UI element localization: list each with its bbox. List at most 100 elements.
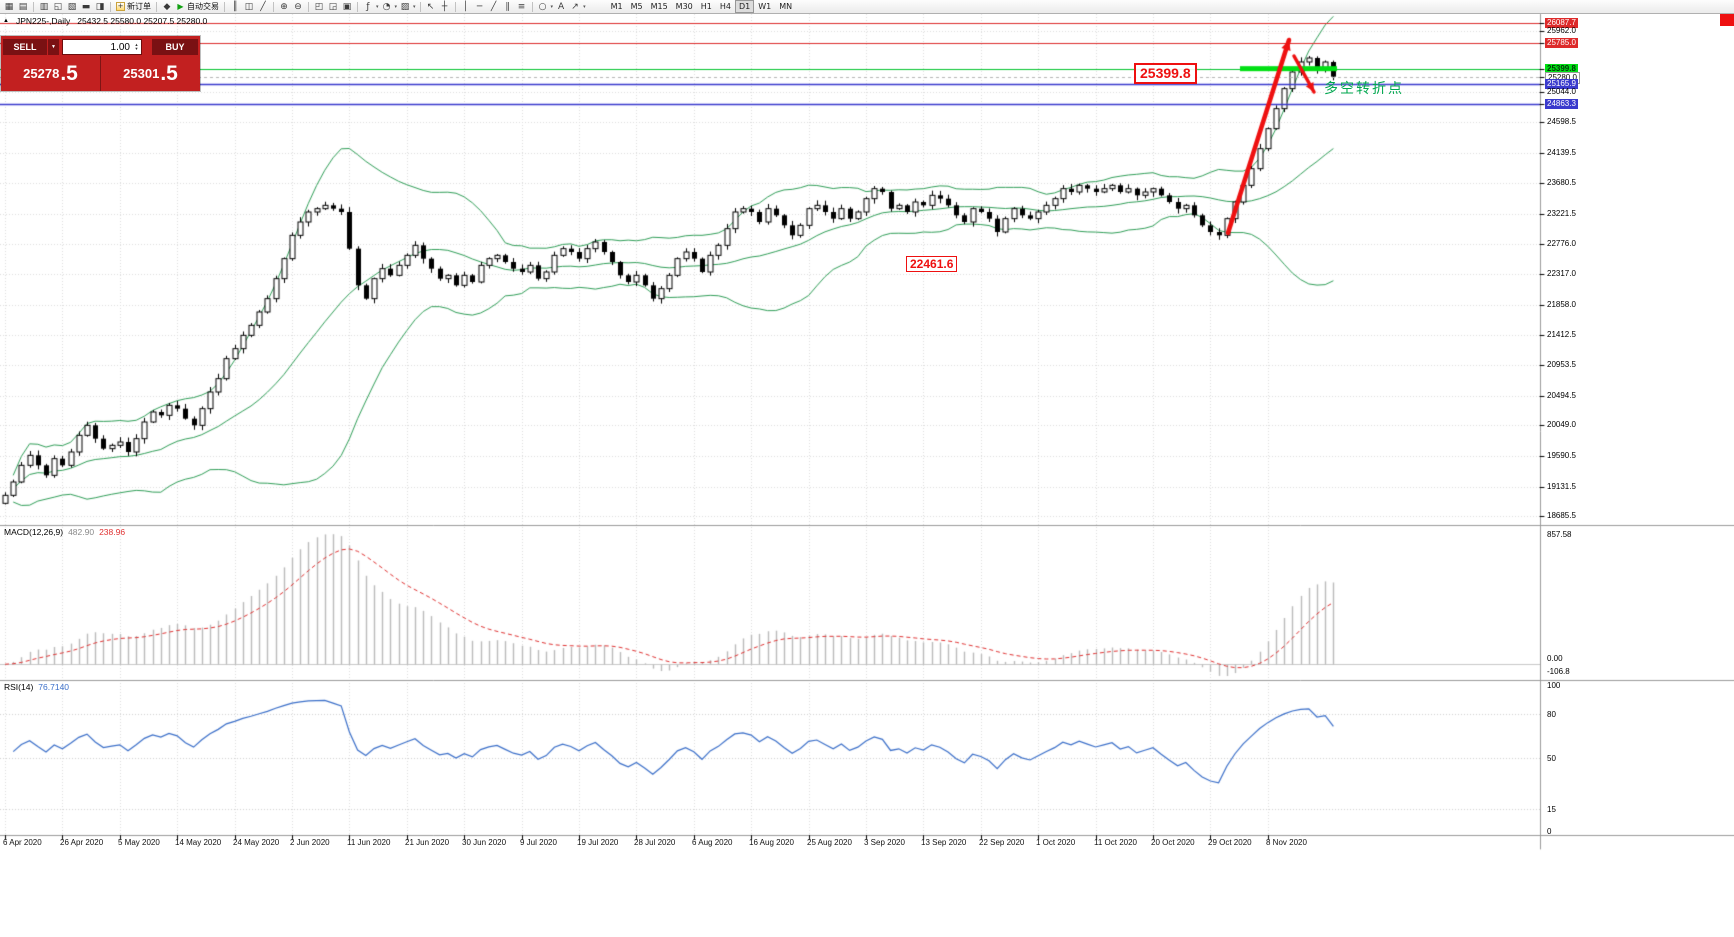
toolbar-separator bbox=[224, 1, 225, 12]
tile-windows-icon[interactable]: ◰ bbox=[314, 1, 324, 12]
templates-icon[interactable]: ▨ bbox=[400, 1, 410, 12]
indicators-icon[interactable]: ƒ bbox=[366, 1, 370, 12]
timeframe-h1[interactable]: H1 bbox=[700, 2, 712, 11]
buy-price-button[interactable]: 25301.5 bbox=[101, 56, 200, 91]
volume-input[interactable]: 1.00 ▲ ▼ bbox=[62, 39, 142, 55]
time-axis-label: 6 Aug 2020 bbox=[692, 838, 733, 847]
timeframe-h4[interactable]: H4 bbox=[719, 2, 731, 11]
terminal-icon[interactable]: ▬ bbox=[81, 1, 91, 12]
timeframe-w1[interactable]: W1 bbox=[758, 2, 772, 11]
metaeditor-icon[interactable]: ◆ bbox=[163, 1, 171, 12]
zoom-out-icon[interactable]: ⊖ bbox=[294, 1, 302, 12]
new-order-button[interactable]: + 新订单 bbox=[116, 1, 151, 12]
time-axis-label: 11 Oct 2020 bbox=[1094, 838, 1137, 847]
timeframe-m30[interactable]: M30 bbox=[675, 2, 693, 11]
time-axis-label: 21 Jun 2020 bbox=[405, 838, 450, 847]
price-level-callout: 25399.8 bbox=[1134, 63, 1197, 84]
price-axis-label: 25962.0 bbox=[1547, 26, 1576, 35]
autotrading-button-label: 自动交易 bbox=[187, 2, 219, 11]
dropdown-caret-icon[interactable]: ▾ bbox=[413, 3, 416, 10]
new-chart-icon[interactable]: ▦ bbox=[4, 1, 14, 12]
timeframe-mn[interactable]: MN bbox=[779, 2, 793, 11]
time-axis-label: 14 May 2020 bbox=[175, 838, 222, 847]
price-axis-label: 18685.5 bbox=[1547, 511, 1576, 520]
data-window-icon[interactable]: ◱ bbox=[53, 1, 63, 12]
strategy-tester-icon[interactable]: ◨ bbox=[95, 1, 105, 12]
time-axis-label: 26 Apr 2020 bbox=[60, 838, 104, 847]
trade-panel-controls: SELL ▼ 1.00 ▲ ▼ BUY bbox=[1, 36, 200, 56]
bar-chart-icon[interactable]: ║ bbox=[232, 1, 238, 12]
price-axis-label: 23221.5 bbox=[1547, 209, 1576, 218]
profiles-icon[interactable]: ▤ bbox=[18, 1, 28, 12]
price-axis-label: 20953.5 bbox=[1547, 360, 1576, 369]
timeframe-m1[interactable]: M1 bbox=[610, 2, 623, 11]
cursor-icon[interactable]: ↖ bbox=[426, 1, 435, 12]
dropdown-caret-icon[interactable]: ▾ bbox=[376, 3, 379, 10]
timeframe-d1[interactable]: D1 bbox=[734, 0, 755, 13]
toolbar-separator bbox=[531, 1, 533, 12]
price-axis-label: 24598.5 bbox=[1547, 117, 1576, 126]
time-axis-label: 30 Jun 2020 bbox=[462, 838, 507, 847]
price-axis-label: 22317.0 bbox=[1547, 269, 1576, 278]
time-axis-label: 16 Aug 2020 bbox=[749, 838, 794, 847]
price-axis-label: 21858.0 bbox=[1547, 300, 1576, 309]
play-icon: ▶ bbox=[177, 2, 184, 11]
dropdown-caret-icon[interactable]: ▾ bbox=[583, 3, 586, 10]
zoom-in-icon[interactable]: ⊕ bbox=[280, 1, 288, 12]
collapse-icon[interactable]: ▲ bbox=[3, 18, 9, 24]
time-axis-label: 9 Jul 2020 bbox=[520, 838, 557, 847]
sell-price-button[interactable]: 25278.5 bbox=[1, 56, 101, 91]
line-chart-icon[interactable]: ╱ bbox=[260, 1, 266, 12]
toolbar-separator bbox=[454, 1, 456, 12]
price-axis-label: 20049.0 bbox=[1547, 420, 1576, 429]
time-axis-label: 2 Jun 2020 bbox=[290, 838, 330, 847]
dropdown-caret-icon[interactable]: ▾ bbox=[550, 3, 554, 10]
fibonacci-icon[interactable]: ≡ bbox=[517, 1, 526, 12]
autotrading-button[interactable]: ▶ 自动交易 bbox=[176, 1, 219, 12]
volume-spinner[interactable]: ▲ ▼ bbox=[132, 43, 141, 51]
macd-axis-label: 0.00 bbox=[1547, 654, 1563, 663]
spinner-down-icon[interactable]: ▼ bbox=[134, 46, 139, 51]
timeframe-m5[interactable]: M5 bbox=[630, 2, 643, 11]
toolbar-separator bbox=[419, 1, 421, 12]
rsi-value: 76.7140 bbox=[38, 682, 70, 692]
price-axis-label: 25165.9 bbox=[1545, 79, 1578, 89]
turning-point-note: 多空转折点 bbox=[1324, 80, 1404, 96]
vertical-line-icon[interactable]: │ bbox=[462, 1, 469, 12]
buy-button[interactable]: BUY bbox=[152, 39, 198, 55]
sell-button[interactable]: SELL bbox=[3, 39, 47, 55]
arrows-icon[interactable]: ↗ bbox=[571, 1, 579, 12]
timeframe-m15[interactable]: M15 bbox=[650, 2, 668, 11]
volume-value[interactable]: 1.00 bbox=[110, 41, 130, 53]
time-axis-label: 24 May 2020 bbox=[233, 838, 280, 847]
navigator-icon[interactable]: ▧ bbox=[67, 1, 77, 12]
spinner-up-icon[interactable]: ▲ bbox=[134, 42, 139, 47]
price-axis-label: 19131.5 bbox=[1547, 482, 1576, 491]
price-axis-label: 19590.5 bbox=[1547, 451, 1576, 460]
market-watch-icon[interactable]: ▥ bbox=[39, 1, 49, 12]
toolbar-separator bbox=[110, 1, 111, 12]
rsi-axis-label: 0 bbox=[1547, 827, 1552, 836]
time-axis-label: 29 Oct 2020 bbox=[1208, 838, 1252, 847]
price-tag-callout: 22461.6 bbox=[906, 256, 958, 272]
rsi-axis-label: 50 bbox=[1547, 754, 1556, 763]
cascade-windows-icon[interactable]: ◲ bbox=[328, 1, 338, 12]
macd-axis-label: 857.58 bbox=[1547, 530, 1572, 539]
time-axis-label: 8 Nov 2020 bbox=[1266, 838, 1307, 847]
crosshair-icon[interactable]: ┼ bbox=[441, 1, 448, 12]
text-icon[interactable]: A bbox=[557, 1, 565, 12]
horizontal-line-icon[interactable]: ─ bbox=[476, 1, 483, 12]
dropdown-caret-icon[interactable]: ▾ bbox=[394, 3, 398, 10]
price-axis-label: 25044.0 bbox=[1547, 87, 1576, 96]
shapes-icon[interactable]: ○ bbox=[538, 1, 547, 12]
order-type-dropdown[interactable]: ▼ bbox=[48, 39, 59, 55]
price-axis-label: 24863.3 bbox=[1545, 99, 1578, 109]
candlestick-chart-icon[interactable]: ◫ bbox=[244, 1, 254, 12]
trendline-icon[interactable]: ╱ bbox=[490, 1, 497, 12]
time-axis-label: 19 Jul 2020 bbox=[577, 838, 619, 847]
chart-close-button[interactable] bbox=[1720, 14, 1734, 26]
periods-icon[interactable]: ◔ bbox=[382, 1, 391, 12]
equidistant-channel-icon[interactable]: ∥ bbox=[505, 1, 510, 12]
tile-vertical-icon[interactable]: ▣ bbox=[342, 1, 352, 12]
